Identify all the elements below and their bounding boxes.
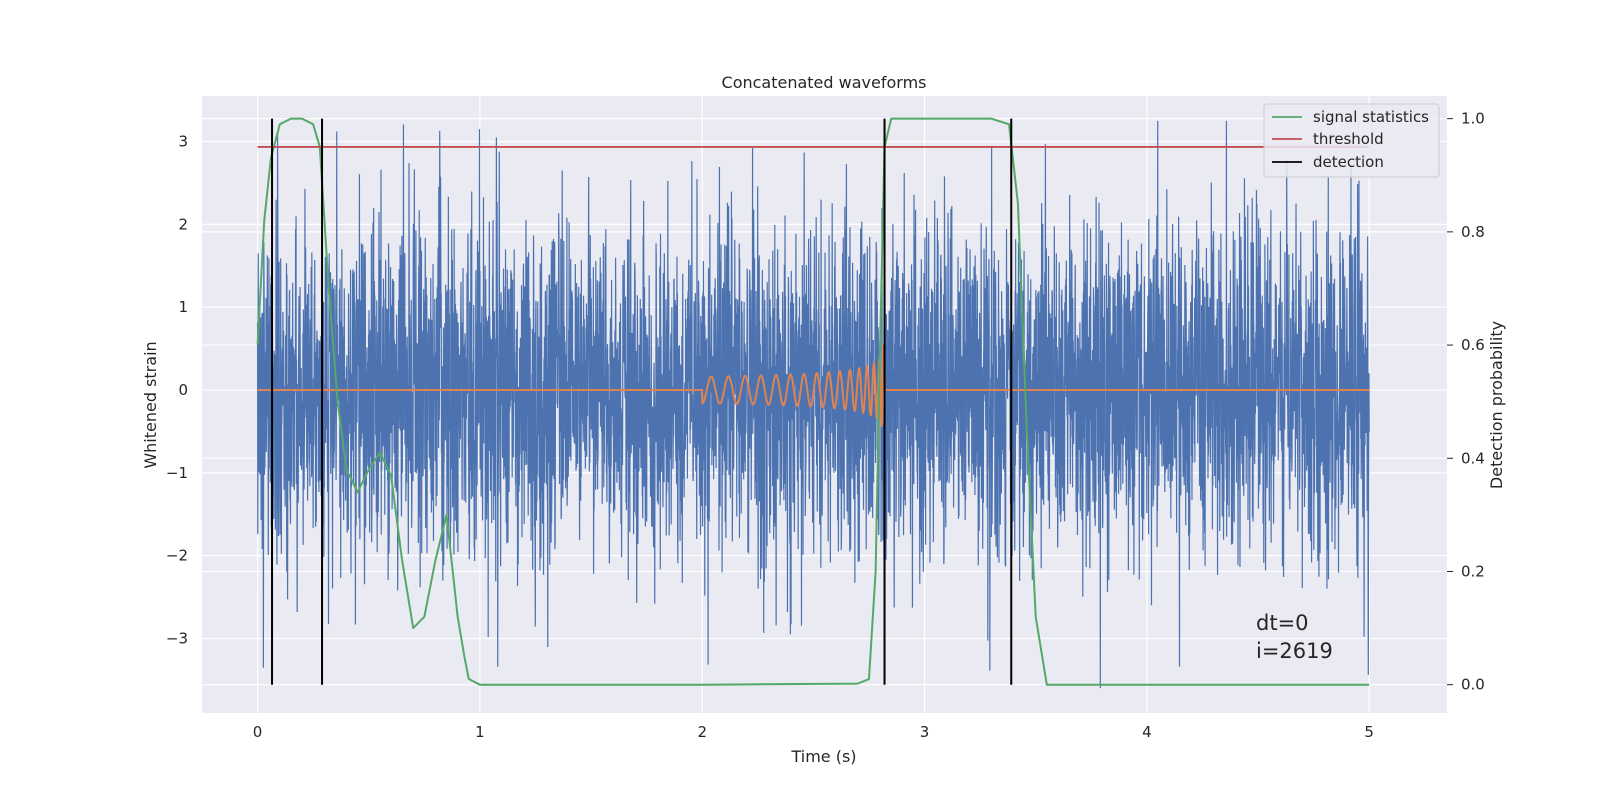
x-tick-label: 4 bbox=[1142, 723, 1152, 741]
plot-area bbox=[256, 117, 1370, 689]
legend-label-signal: signal statistics bbox=[1313, 108, 1429, 126]
y-tick-label: 0 bbox=[178, 381, 188, 399]
y-right-tick-label: 0.2 bbox=[1461, 562, 1485, 580]
y-right-tick-label: 0.0 bbox=[1461, 676, 1485, 694]
annotations: dt=0 i=2619 bbox=[1256, 611, 1333, 663]
y-tick-label: −2 bbox=[166, 547, 188, 565]
series-signal-statistics-line bbox=[256, 117, 1370, 686]
legend-box bbox=[1263, 103, 1440, 178]
annotation-dt: dt=0 bbox=[1256, 611, 1309, 635]
chart-title: Concatenated waveforms bbox=[722, 73, 927, 92]
y-tick-label: 2 bbox=[178, 215, 188, 233]
y-right-axis-label: Detection probability bbox=[1487, 321, 1506, 489]
series-strain-line bbox=[256, 120, 1370, 689]
x-tick-label: 2 bbox=[697, 723, 707, 741]
y-tick-label: −3 bbox=[166, 629, 188, 647]
y-tick-label: 3 bbox=[178, 133, 188, 151]
legend-label-threshold: threshold bbox=[1313, 130, 1384, 148]
y-right-tick-label: 0.8 bbox=[1461, 223, 1485, 241]
y-tick-label: 1 bbox=[178, 298, 188, 316]
y-tick-label: −1 bbox=[166, 464, 188, 482]
y-right-tick-label: 0.4 bbox=[1461, 449, 1485, 467]
series-injected-waveform-line bbox=[257, 344, 1370, 427]
y-axis-label: Whitened strain bbox=[141, 341, 160, 468]
y-right-tick-label: 1.0 bbox=[1461, 110, 1485, 128]
y-right-tick-label: 0.6 bbox=[1461, 336, 1485, 354]
x-axis-ticks: 0 1 2 3 4 5 bbox=[253, 723, 1374, 741]
x-tick-label: 5 bbox=[1364, 723, 1374, 741]
y-axis-ticks: −3 −2 −1 0 1 2 3 bbox=[166, 133, 188, 648]
x-tick-label: 3 bbox=[920, 723, 930, 741]
x-tick-label: 1 bbox=[475, 723, 485, 741]
x-tick-label: 0 bbox=[253, 723, 263, 741]
x-axis-label: Time (s) bbox=[790, 747, 856, 766]
y-right-axis-ticks: 0.0 0.2 0.4 0.6 0.8 1.0 bbox=[1447, 110, 1485, 694]
annotation-index: i=2619 bbox=[1256, 639, 1333, 663]
legend: signal statistics threshold detection bbox=[1263, 103, 1440, 178]
legend-label-detection: detection bbox=[1313, 153, 1384, 171]
